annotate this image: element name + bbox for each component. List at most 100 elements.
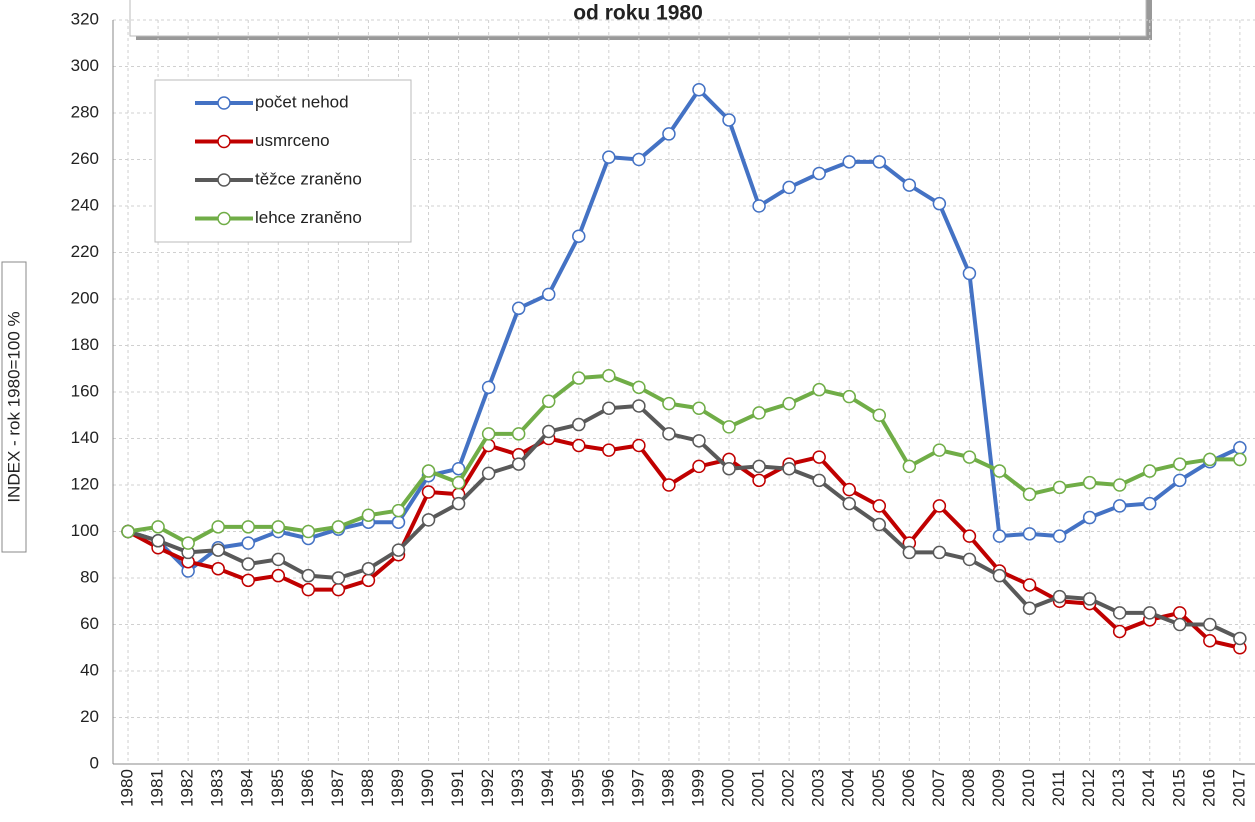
y-tick-label: 100 — [71, 521, 99, 540]
point — [752, 199, 766, 213]
point — [992, 464, 1007, 478]
x-tick-label: 2017 — [1229, 769, 1248, 807]
point — [1142, 496, 1157, 511]
point — [361, 573, 376, 588]
point — [1173, 473, 1187, 488]
point — [962, 552, 977, 567]
x-tick-label: 2007 — [929, 769, 948, 807]
point — [1112, 624, 1127, 639]
y-tick-label: 140 — [71, 428, 99, 447]
point — [241, 536, 255, 550]
point — [1112, 606, 1127, 620]
x-tick-label: 2008 — [959, 769, 978, 807]
point — [541, 287, 556, 302]
point — [842, 389, 856, 404]
x-tick-label: 2011 — [1049, 770, 1068, 807]
point — [752, 406, 766, 420]
legend-label: počet nehod — [255, 92, 349, 111]
x-tick-label: 2004 — [839, 769, 858, 807]
point — [722, 420, 736, 434]
point — [572, 438, 586, 453]
point — [932, 196, 947, 211]
point — [662, 127, 676, 141]
legend-box — [154, 79, 412, 243]
point — [1052, 480, 1067, 495]
point — [632, 152, 646, 167]
y-label-box — [1, 261, 27, 553]
point — [1233, 441, 1247, 455]
point — [962, 266, 977, 281]
point — [481, 380, 496, 395]
point — [391, 515, 406, 529]
point — [842, 482, 856, 497]
point — [812, 473, 826, 488]
point — [391, 503, 406, 518]
point — [151, 534, 165, 548]
point — [842, 496, 856, 511]
point — [361, 508, 376, 522]
point — [872, 499, 887, 513]
point — [1173, 457, 1187, 471]
y-tick-label: 260 — [71, 149, 99, 168]
point — [902, 459, 917, 474]
point — [331, 582, 346, 597]
point — [752, 473, 766, 488]
point — [1173, 606, 1187, 620]
point — [451, 461, 466, 476]
point — [932, 499, 947, 513]
y-tick-label: 40 — [80, 660, 99, 679]
point — [451, 475, 466, 490]
point — [872, 155, 887, 169]
point — [211, 543, 225, 557]
y-tick-label: 200 — [71, 288, 99, 307]
x-tick-label: 1988 — [358, 769, 377, 807]
x-tick-label: 1994 — [538, 769, 557, 807]
y-tick-label: 60 — [80, 614, 99, 633]
point — [211, 520, 225, 534]
point — [481, 427, 496, 441]
point — [872, 517, 887, 532]
point — [421, 485, 436, 499]
point — [842, 155, 856, 169]
x-tick-label: 1992 — [478, 769, 497, 807]
x-tick-label: 1986 — [298, 769, 317, 807]
x-tick-label: 2002 — [779, 769, 798, 807]
x-tick-label: 2006 — [899, 769, 918, 807]
x-tick-label: 1995 — [568, 769, 587, 807]
x-tick-label: 1980 — [118, 769, 137, 807]
x-tick-label: 1982 — [178, 769, 197, 807]
point — [1112, 478, 1127, 492]
y-tick-label: 120 — [71, 474, 99, 493]
point — [241, 557, 255, 571]
y-tick-label: 160 — [71, 381, 99, 400]
point — [121, 524, 135, 539]
point — [602, 443, 616, 457]
point — [1022, 487, 1037, 502]
x-tick-label: 1990 — [418, 769, 437, 807]
series-line — [127, 373, 1240, 546]
point — [1233, 631, 1247, 646]
title-box — [129, 0, 1147, 37]
point — [902, 178, 917, 192]
point — [692, 459, 706, 474]
y-tick-label: 220 — [71, 242, 99, 261]
legend-label: lehce zraněno — [255, 208, 362, 227]
point — [241, 573, 255, 588]
x-tick-label: 2005 — [869, 769, 888, 807]
x-tick-label: 2014 — [1139, 769, 1158, 807]
point — [301, 582, 316, 597]
point — [1142, 606, 1157, 620]
point — [1022, 527, 1037, 541]
point — [752, 459, 766, 474]
y-tick-label: 180 — [71, 335, 99, 354]
legend-marker — [217, 134, 231, 149]
point — [812, 450, 826, 464]
point — [541, 394, 556, 409]
point — [1052, 589, 1067, 604]
series-line — [127, 436, 1241, 650]
point — [932, 545, 947, 560]
point — [722, 113, 736, 127]
point — [391, 543, 406, 557]
point — [962, 529, 977, 543]
point — [331, 520, 346, 534]
